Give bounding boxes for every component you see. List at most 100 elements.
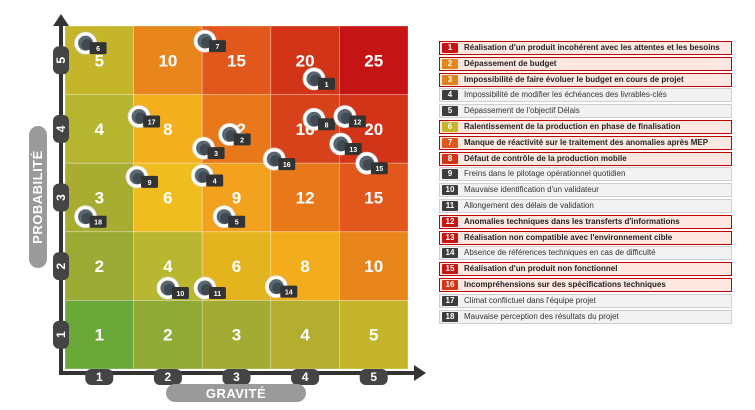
marker-id-label: 4 <box>213 179 217 186</box>
legend-number-badge: 1 <box>442 43 458 53</box>
legend-row-11: 11 Allongement des délais de validation <box>439 199 732 213</box>
x-tick-label: 2 <box>165 370 172 384</box>
risk-marker-15[interactable]: 15 <box>355 151 388 175</box>
legend-number-badge: 18 <box>442 311 458 322</box>
matrix-cells: 51015202548121620369121524681012345 <box>64 25 409 370</box>
cell-score: 5 <box>369 326 378 345</box>
marker-id-badge <box>208 40 226 53</box>
legend-number-badge: 2 <box>442 58 458 69</box>
legend-number-badge: 3 <box>442 74 458 85</box>
marker-id-badge <box>318 118 336 131</box>
y-tick-label: 3 <box>54 194 68 201</box>
risk-marker-2[interactable]: 2 <box>218 122 251 146</box>
risk-marker-1[interactable]: 1 <box>302 67 336 91</box>
x-tick-badge <box>222 369 251 385</box>
matrix-cell-p1-g4 <box>270 299 340 370</box>
legend-number-badge: 9 <box>442 169 458 180</box>
legend-row-6: 6 Ralentissement de la production en phas… <box>439 120 732 134</box>
risk-marker-12[interactable]: 12 <box>333 105 366 128</box>
risk-marker-9[interactable]: 9 <box>125 165 159 189</box>
cell-score: 4 <box>300 326 310 345</box>
risk-marker-14[interactable]: 14 <box>264 275 298 299</box>
x-axis-title-badge <box>166 384 306 402</box>
legend-risk-text: Ralentissement de la production en phase… <box>464 122 681 131</box>
y-tick-label: 1 <box>54 331 68 338</box>
y-axis-title-badge <box>29 126 47 268</box>
legend-row-10: 10 Mauvaise identification d'un validateu… <box>439 183 732 198</box>
cell-score: 6 <box>232 257 241 276</box>
marker-id-label: 18 <box>94 220 102 227</box>
y-tick-badge <box>53 114 69 143</box>
y-tick-badge <box>53 46 69 75</box>
risk-marker-6[interactable]: 6 <box>74 31 107 55</box>
x-tick-label: 5 <box>370 370 377 384</box>
matrix-cell-p5-g3 <box>201 25 272 95</box>
legend-risk-text: Réalisation non compatible avec l'enviro… <box>464 232 673 242</box>
risk-marker-10[interactable]: 10 <box>156 276 189 300</box>
marker-id-badge <box>233 133 251 146</box>
legend-number-badge: 17 <box>442 295 458 306</box>
legend-risk-text: Mauvaise identification d'un validateur <box>464 185 599 195</box>
marker-id-label: 16 <box>283 162 291 169</box>
legend-row-17: 17 Climat conflictuel dans l'équipe proje… <box>439 293 732 308</box>
risk-marker-5[interactable]: 5 <box>212 205 246 229</box>
x-tick-badge <box>85 369 114 385</box>
y-tick-label: 4 <box>54 125 68 132</box>
y-tick-label: 5 <box>54 57 68 64</box>
risk-marker-11[interactable]: 11 <box>193 276 226 300</box>
cell-score: 8 <box>163 120 172 139</box>
risk-marker-16[interactable]: 16 <box>262 147 296 171</box>
legend-number-badge: 16 <box>442 280 458 290</box>
y-tick-badge <box>53 183 69 212</box>
matrix-cell-p2-g5 <box>338 231 409 301</box>
marker-id-label: 5 <box>235 220 239 227</box>
cell-score: 10 <box>364 257 383 276</box>
marker-id-label: 10 <box>177 291 185 298</box>
risk-marker-8[interactable]: 8 <box>302 107 336 131</box>
risk-marker-4[interactable]: 4 <box>190 164 224 187</box>
cell-score: 1 <box>95 326 104 345</box>
legend-number-badge: 12 <box>442 216 458 227</box>
legend-number-badge: 10 <box>442 185 458 196</box>
x-tick-badge <box>359 369 388 385</box>
risk-marker-3[interactable]: 3 <box>192 136 225 160</box>
risk-marker-7[interactable]: 7 <box>193 29 226 53</box>
legend-risk-text: Allongement des délais de validation <box>464 201 594 210</box>
legend-row-12: 12 Anomalies techniques dans les transfer… <box>439 214 732 229</box>
matrix-cell-p4-g2 <box>133 94 203 164</box>
marker-id-label: 14 <box>285 290 293 297</box>
y-tick-badge <box>53 252 69 281</box>
cell-score: 20 <box>296 51 315 70</box>
legend-row-8: 8 Défaut de contrôle de la production mob… <box>439 151 732 166</box>
marker-id-label: 13 <box>349 147 357 154</box>
marker-id-label: 9 <box>148 180 152 187</box>
marker-id-label: 2 <box>240 137 244 144</box>
cell-score: 9 <box>232 189 241 208</box>
risk-marker-18[interactable]: 18 <box>74 205 107 229</box>
legend-row-1: 1 Réalisation d'un produit incohérent ave… <box>439 41 732 55</box>
matrix-cell-p3-g4 <box>270 162 340 233</box>
legend-row-7: 7 Manque de réactivité sur le traitement … <box>439 135 732 150</box>
legend-number-badge: 6 <box>442 122 458 132</box>
legend-risk-text: Réalisation d'un produit incohérent avec… <box>464 43 720 52</box>
marker-id-label: 7 <box>215 44 219 51</box>
legend-row-4: 4 Impossibilité de modifier les échéances… <box>439 88 732 103</box>
x-axis-title: GRAVITÉ <box>206 386 266 401</box>
x-tick-label: 4 <box>302 370 309 384</box>
x-axis-arrow-icon <box>414 365 426 381</box>
risk-marker-13[interactable]: 13 <box>329 132 362 156</box>
legend-risk-text: Manque de réactivité sur le traitement d… <box>464 137 709 147</box>
y-axis-title: PROBABILITÉ <box>30 150 45 244</box>
cell-score: 3 <box>95 189 104 208</box>
y-tick-label: 2 <box>54 262 68 269</box>
marker-id-badge <box>344 142 362 155</box>
risk-marker-17[interactable]: 17 <box>127 105 161 128</box>
legend-risk-text: Impossibilité de faire évoluer le budget… <box>464 74 684 84</box>
marker-id-label: 12 <box>353 120 361 127</box>
cell-score: 25 <box>364 51 383 70</box>
matrix-cell-p4-g1 <box>64 94 134 164</box>
legend-risk-text: Dépassement de l'objectif Délais <box>464 106 580 116</box>
marker-id-badge <box>348 115 366 128</box>
